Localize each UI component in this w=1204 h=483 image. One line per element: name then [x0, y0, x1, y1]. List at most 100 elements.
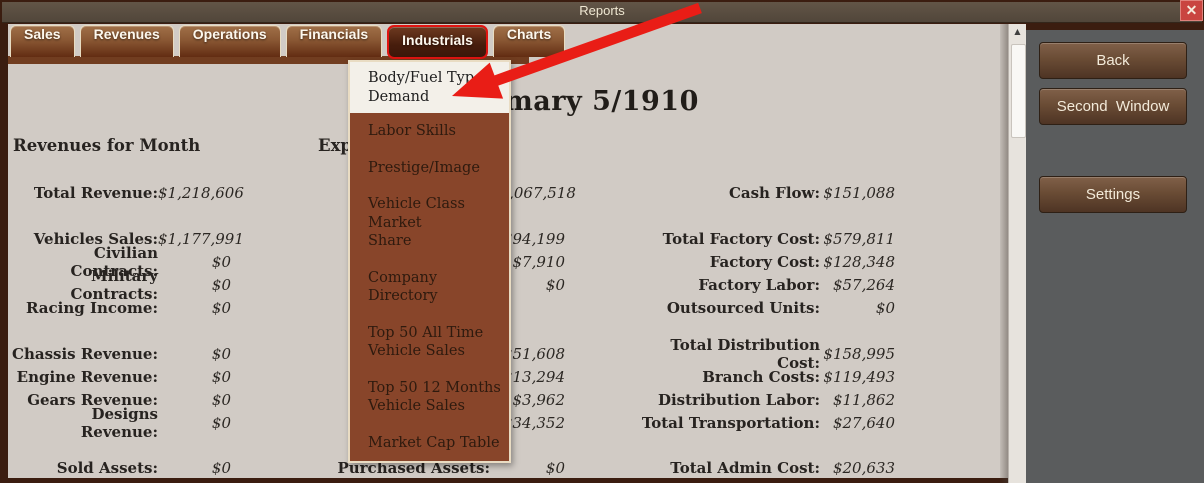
settings-button[interactable]: Settings	[1039, 176, 1187, 213]
row-label: Total Revenue:	[33, 183, 158, 202]
row-value: $0	[211, 252, 231, 271]
table-row: Total Factory Cost: $579,811	[640, 227, 895, 250]
table-row: Branch Costs: $119,493	[640, 365, 895, 388]
title-bar: Reports	[2, 2, 1202, 23]
sidebar: Back Second Window Settings	[1026, 30, 1204, 483]
row-value: $158,995	[823, 344, 895, 363]
table-row: Factory Labor: $57,264	[640, 273, 895, 296]
menu-item[interactable]: Top 50 All Time Vehicle Sales	[368, 324, 484, 360]
row-value: $0	[545, 458, 565, 477]
back-button[interactable]: Back	[1039, 42, 1187, 79]
menu-item[interactable]: Vehicle Class Market Share	[368, 196, 465, 249]
menu-item[interactable]: Market Cap Table	[368, 434, 500, 451]
row-value: $0	[545, 275, 565, 294]
menu-item[interactable]: Company Directory	[368, 269, 438, 305]
row-value: $0	[211, 367, 231, 386]
tab-financials[interactable]: Financials	[285, 25, 383, 57]
tab-revenues[interactable]: Revenues	[79, 25, 174, 57]
row-label: Factory Labor:	[698, 275, 820, 294]
table-row: Chassis Revenue: $0	[12, 342, 231, 365]
table-row: Factory Cost: $128,348	[640, 250, 895, 273]
row-label: Factory Cost:	[709, 252, 820, 271]
close-icon: ✕	[1185, 2, 1198, 18]
row-value: $27,640	[832, 413, 895, 432]
tab-industrials[interactable]: Industrials	[387, 25, 488, 59]
table-row: Sold Assets: $0	[12, 456, 231, 479]
table-row: Distribution Labor: $11,862	[640, 388, 895, 411]
row-label: Designs Revenue:	[80, 404, 158, 441]
table-row: Outsourced Units: $0	[640, 296, 895, 319]
close-button[interactable]: ✕	[1180, 0, 1203, 21]
table-row: Total Transportation: $27,640	[640, 411, 895, 434]
row-value: $7,910	[512, 252, 566, 271]
table-row: Cash Flow: $151,088	[640, 181, 895, 204]
revenues-column: Total Revenue: $1,218,606 Vehicles Sales…	[12, 181, 244, 479]
table-row: $394,199	[318, 227, 565, 250]
row-label: Total Distribution Cost:	[670, 335, 820, 372]
revenues-header: Revenues for Month	[13, 136, 201, 155]
tab-sales[interactable]: Sales	[10, 25, 75, 57]
row-value: $0	[211, 413, 231, 432]
row-value: $1,177,991	[158, 229, 244, 248]
row-value: $0	[211, 298, 231, 317]
row-value: $3,962	[512, 390, 566, 409]
menu-item[interactable]: Top 50 12 Months Vehicle Sales	[368, 379, 501, 415]
table-row: Total Revenue: $1,218,606	[12, 181, 244, 204]
vertical-scrollbar[interactable]: ▲	[1008, 24, 1026, 483]
table-row: Designs Revenue: $0	[12, 405, 231, 441]
table-row: Civilian Contracts: $0	[12, 244, 231, 280]
table-row: $3,962	[318, 388, 566, 411]
scrollbar-thumb[interactable]	[1011, 44, 1026, 138]
expenses-column: $1,067,518 $394,199 $7,910 $0	[318, 181, 576, 479]
row-value: $394,199	[493, 229, 565, 248]
table-row: $0	[318, 273, 565, 296]
menu-item[interactable]: Body/Fuel Type Demand	[350, 62, 509, 113]
row-value: $11,862	[832, 390, 895, 409]
window-title: Reports	[579, 3, 625, 18]
second-window-button[interactable]: Second Window	[1039, 88, 1187, 125]
row-value: $0	[875, 298, 895, 317]
table-row: $13,294	[318, 365, 565, 388]
row-value: $151,088	[823, 183, 895, 202]
row-label: Outsourced Units:	[666, 298, 820, 317]
row-label: Purchased Assets:	[337, 458, 490, 477]
row-label: Distribution Labor:	[657, 390, 820, 409]
table-row: $1,067,518	[318, 181, 576, 204]
tab-charts[interactable]: Charts	[492, 25, 566, 57]
row-label: Total Factory Cost:	[662, 229, 820, 248]
row-value: $0	[211, 275, 231, 294]
scroll-up-arrow-icon[interactable]: ▲	[1014, 27, 1021, 36]
row-label: Gears Revenue:	[27, 390, 158, 409]
row-value: $0	[211, 458, 231, 477]
table-row: Total Admin Cost: $20,633	[640, 456, 895, 479]
row-value: $0	[211, 344, 231, 363]
table-row: Military Contracts: $0	[12, 267, 231, 303]
table-row: Vehicles Sales: $1,177,991	[12, 227, 244, 250]
menu-item[interactable]: Prestige/Image	[368, 159, 480, 176]
tab-operations[interactable]: Operations	[178, 25, 281, 57]
table-row: Purchased Assets: $0	[318, 456, 565, 479]
row-label: Racing Income:	[26, 298, 158, 317]
row-value: $128,348	[823, 252, 895, 271]
row-value: $1,218,606	[158, 183, 244, 202]
row-value: $0	[211, 390, 231, 409]
row-value: $1,067,518	[490, 183, 576, 202]
row-value: $119,493	[823, 367, 895, 386]
industrials-dropdown-menu: Body/Fuel Type Demand Labor Skills Prest…	[348, 60, 511, 463]
row-label: Military Contracts:	[70, 266, 158, 303]
menu-item[interactable]: Labor Skills	[368, 123, 456, 139]
table-row: Engine Revenue: $0	[12, 365, 231, 388]
tab-strip: Sales Revenues Operations Financials Ind…	[10, 25, 566, 59]
table-row: $51,608	[318, 342, 565, 365]
row-label: Vehicles Sales:	[33, 229, 158, 248]
row-label: Branch Costs:	[702, 367, 820, 386]
row-value: $51,608	[502, 344, 565, 363]
costs-column: Cash Flow: $151,088 Total Factory Cost: …	[640, 181, 895, 479]
table-row: $7,910	[318, 250, 566, 273]
table-row: Total Distribution Cost: $158,995	[640, 336, 895, 372]
row-value: $34,352	[502, 413, 565, 432]
row-value: $20,633	[832, 458, 895, 477]
row-label: Sold Assets:	[56, 458, 158, 477]
row-label: Total Transportation:	[641, 413, 820, 432]
